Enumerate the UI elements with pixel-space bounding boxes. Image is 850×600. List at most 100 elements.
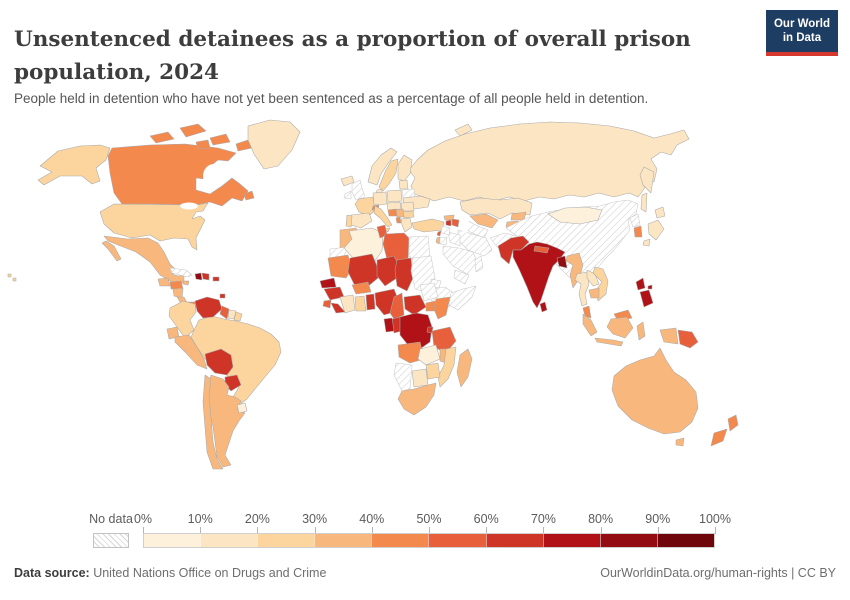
country-senegal[interactable] (319, 277, 337, 289)
country-australia[interactable] (675, 437, 685, 447)
country-south-korea[interactable] (633, 225, 643, 238)
country-canada[interactable] (107, 143, 249, 207)
country-sierra-leone[interactable] (322, 299, 332, 309)
country-portugal[interactable] (345, 214, 353, 228)
country-benin[interactable] (365, 293, 376, 311)
country-puerto-rico[interactable] (212, 276, 220, 282)
country-russia[interactable] (640, 192, 648, 213)
country-germany[interactable] (372, 191, 388, 206)
legend-bin-50-60%[interactable] (428, 534, 486, 547)
country-azerbaijan[interactable] (451, 218, 460, 228)
country-united-states[interactable] (7, 273, 17, 282)
country-india[interactable] (512, 241, 566, 309)
country-angola[interactable] (397, 341, 425, 364)
country-spain[interactable] (350, 212, 373, 229)
country-indonesia[interactable] (594, 337, 624, 347)
country-uzbekistan[interactable] (469, 213, 499, 229)
country-guatemala[interactable] (157, 277, 171, 287)
country-burkina-faso[interactable] (351, 281, 372, 295)
country-venezuela[interactable] (194, 296, 223, 319)
country-lebanon[interactable] (436, 230, 442, 237)
owid-url-license-link[interactable]: OurWorldinData.org/human-rights | CC BY (600, 566, 836, 580)
country-kenya[interactable] (433, 296, 451, 320)
country-french-guiana[interactable] (233, 311, 243, 322)
country-united-kingdom[interactable] (351, 179, 366, 201)
country-bangladesh[interactable] (556, 255, 568, 269)
country-madagascar[interactable] (456, 348, 473, 388)
legend-bin-60-70%[interactable] (485, 534, 543, 547)
legend-bin-40-50%[interactable] (371, 534, 429, 547)
country-croatia[interactable] (387, 208, 398, 217)
country-sri-lanka[interactable] (539, 301, 548, 313)
country-philippines[interactable] (635, 277, 646, 291)
country-bolivia[interactable] (204, 348, 234, 376)
country-syria[interactable] (440, 225, 451, 236)
country-guyana[interactable] (219, 305, 230, 320)
country-finland[interactable] (397, 154, 413, 182)
country-australia[interactable] (611, 347, 699, 435)
country-canada[interactable] (209, 133, 231, 146)
country-brazil[interactable] (190, 315, 282, 406)
country-cambodia[interactable] (588, 287, 600, 299)
legend-bin-10-20%[interactable] (200, 534, 258, 547)
country-chile[interactable] (202, 374, 224, 470)
country-south-africa[interactable] (397, 382, 437, 416)
country-papua-new-guinea[interactable] (677, 329, 699, 349)
country-greenland[interactable] (247, 119, 301, 170)
country-mozambique[interactable] (437, 346, 457, 388)
country-oman[interactable] (474, 255, 484, 273)
country-japan[interactable] (654, 206, 666, 219)
country-sweden[interactable] (378, 158, 399, 192)
country-turkey[interactable] (411, 218, 445, 233)
country-indonesia[interactable] (606, 316, 634, 339)
country-jamaica[interactable] (182, 280, 190, 286)
country-cuba[interactable] (169, 267, 193, 278)
country-italy[interactable] (373, 205, 393, 228)
country-mali[interactable] (347, 253, 379, 289)
country-peru[interactable] (174, 334, 208, 370)
country-france[interactable] (354, 196, 376, 217)
country-romania[interactable] (400, 201, 415, 212)
country-chad[interactable] (394, 257, 414, 292)
country-poland[interactable] (386, 189, 403, 203)
country-indonesia[interactable] (582, 313, 598, 337)
country-south-sudan[interactable] (419, 282, 439, 302)
country-somalia[interactable] (448, 285, 477, 311)
country-iceland[interactable] (340, 175, 355, 187)
country-new-zealand[interactable] (727, 414, 739, 432)
country-gabon[interactable] (383, 317, 395, 333)
country-zimbabwe[interactable] (425, 362, 441, 380)
no-data-hatch-swatch[interactable] (93, 533, 129, 548)
country-haiti[interactable] (194, 272, 203, 281)
legend-bin-70-80%[interactable] (542, 534, 600, 547)
country-philippines[interactable] (647, 284, 653, 290)
country-argentina[interactable] (206, 374, 246, 468)
country-canada[interactable] (149, 131, 175, 144)
legend-bin-0-10%[interactable] (144, 534, 201, 547)
country-north-korea[interactable] (629, 213, 641, 228)
country-iraq[interactable] (447, 231, 461, 247)
country-ireland[interactable] (343, 190, 352, 200)
country-namibia[interactable] (393, 362, 413, 392)
country-mexico[interactable] (101, 240, 122, 262)
country-canada[interactable] (195, 139, 211, 150)
country-trinidad-and-tobago[interactable] (219, 293, 226, 299)
country-canada[interactable] (179, 123, 207, 138)
country-tanzania[interactable] (431, 326, 457, 354)
country-malaysia[interactable] (582, 305, 592, 319)
country-ghana[interactable] (354, 295, 367, 312)
country-japan[interactable] (642, 238, 651, 247)
country-russia[interactable] (408, 121, 690, 202)
country-dominican-republic[interactable] (201, 272, 210, 281)
country-new-zealand[interactable] (710, 428, 728, 447)
country-israel[interactable] (435, 236, 441, 245)
owid-logo[interactable]: Our World in Data (765, 10, 838, 56)
legend-bin-20-30%[interactable] (257, 534, 315, 547)
country-united-states[interactable] (37, 144, 111, 186)
legend-bin-30-40%[interactable] (314, 534, 372, 547)
country-botswana[interactable] (411, 368, 429, 388)
country-canada[interactable] (243, 190, 255, 201)
country-norway[interactable] (367, 147, 398, 186)
country-indonesia[interactable] (659, 327, 679, 345)
country-ivory-coast[interactable] (339, 294, 356, 314)
